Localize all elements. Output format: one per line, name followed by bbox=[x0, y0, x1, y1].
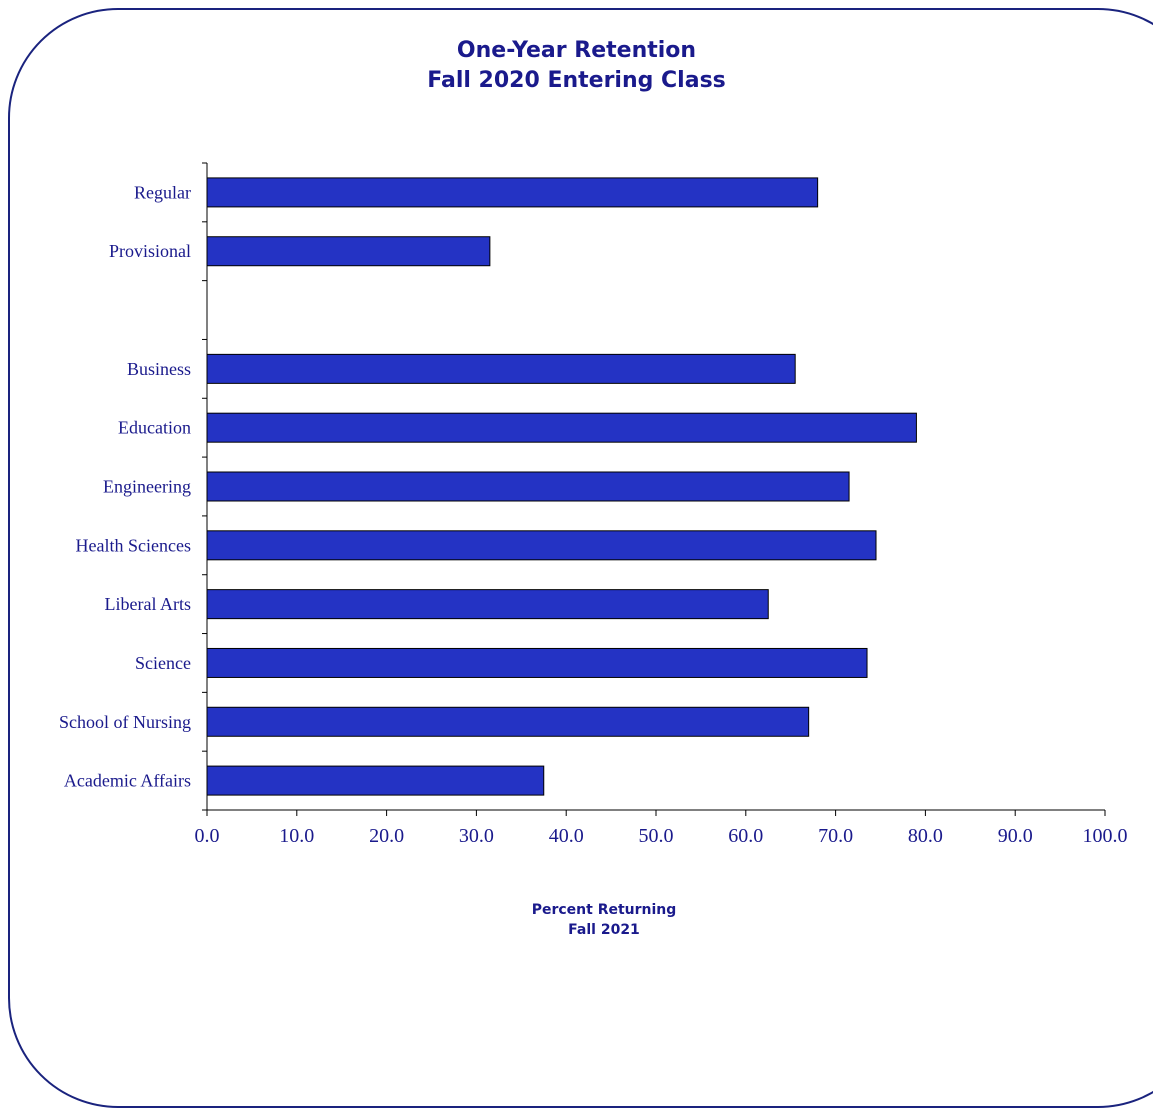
chart-title-line-1: One-Year Retention bbox=[456, 38, 697, 63]
bar-chart: Regular Provisional Business Education Engin… bbox=[59, 162, 1128, 847]
x-tick-label-4: 40.0 bbox=[549, 825, 584, 847]
category-label-3: Business bbox=[127, 359, 191, 379]
bar-10 bbox=[206, 765, 545, 796]
x-tick-label-6: 60.0 bbox=[728, 825, 763, 847]
category-label-4: Education bbox=[118, 418, 191, 438]
category-label-6: Health Sciences bbox=[76, 535, 191, 555]
bar-7 bbox=[206, 589, 769, 620]
x-tick-label-3: 30.0 bbox=[459, 825, 494, 847]
axes-group: Regular Provisional Business Education Engin… bbox=[59, 162, 1128, 847]
bar-4 bbox=[206, 412, 917, 443]
bar-0 bbox=[206, 177, 819, 208]
category-label-10: Academic Affairs bbox=[64, 771, 191, 791]
chart-title-line-2: Fall 2020 Entering Class bbox=[427, 68, 726, 93]
x-axis-label-line-2: Fall 2021 bbox=[568, 922, 640, 938]
bar-6 bbox=[206, 530, 877, 561]
x-tick-label-1: 10.0 bbox=[279, 825, 314, 847]
category-label-5: Engineering bbox=[103, 477, 191, 497]
bar-3 bbox=[206, 353, 796, 384]
x-tick-label-10: 100.0 bbox=[1083, 825, 1128, 847]
x-tick-label-0: 0.0 bbox=[195, 825, 220, 847]
chart-title: One-Year Retention Fall 2020 Entering Cl… bbox=[0, 36, 1153, 96]
category-label-0: Regular bbox=[134, 182, 191, 202]
x-tick-label-5: 50.0 bbox=[639, 825, 674, 847]
x-axis-label: Percent Returning Fall 2021 bbox=[454, 900, 754, 940]
bar-9 bbox=[206, 706, 810, 737]
category-label-8: Science bbox=[135, 653, 191, 673]
bar-8 bbox=[206, 647, 868, 678]
bar-1 bbox=[206, 236, 491, 267]
x-tick-label-9: 90.0 bbox=[998, 825, 1033, 847]
bars-group bbox=[206, 177, 917, 796]
x-tick-label-8: 80.0 bbox=[908, 825, 943, 847]
x-axis-label-line-1: Percent Returning bbox=[531, 902, 677, 918]
x-tick-label-7: 70.0 bbox=[818, 825, 853, 847]
x-tick-label-2: 20.0 bbox=[369, 825, 404, 847]
bar-5 bbox=[206, 471, 850, 502]
category-label-7: Liberal Arts bbox=[105, 594, 191, 614]
category-label-1: Provisional bbox=[109, 241, 191, 261]
category-label-9: School of Nursing bbox=[59, 712, 191, 732]
